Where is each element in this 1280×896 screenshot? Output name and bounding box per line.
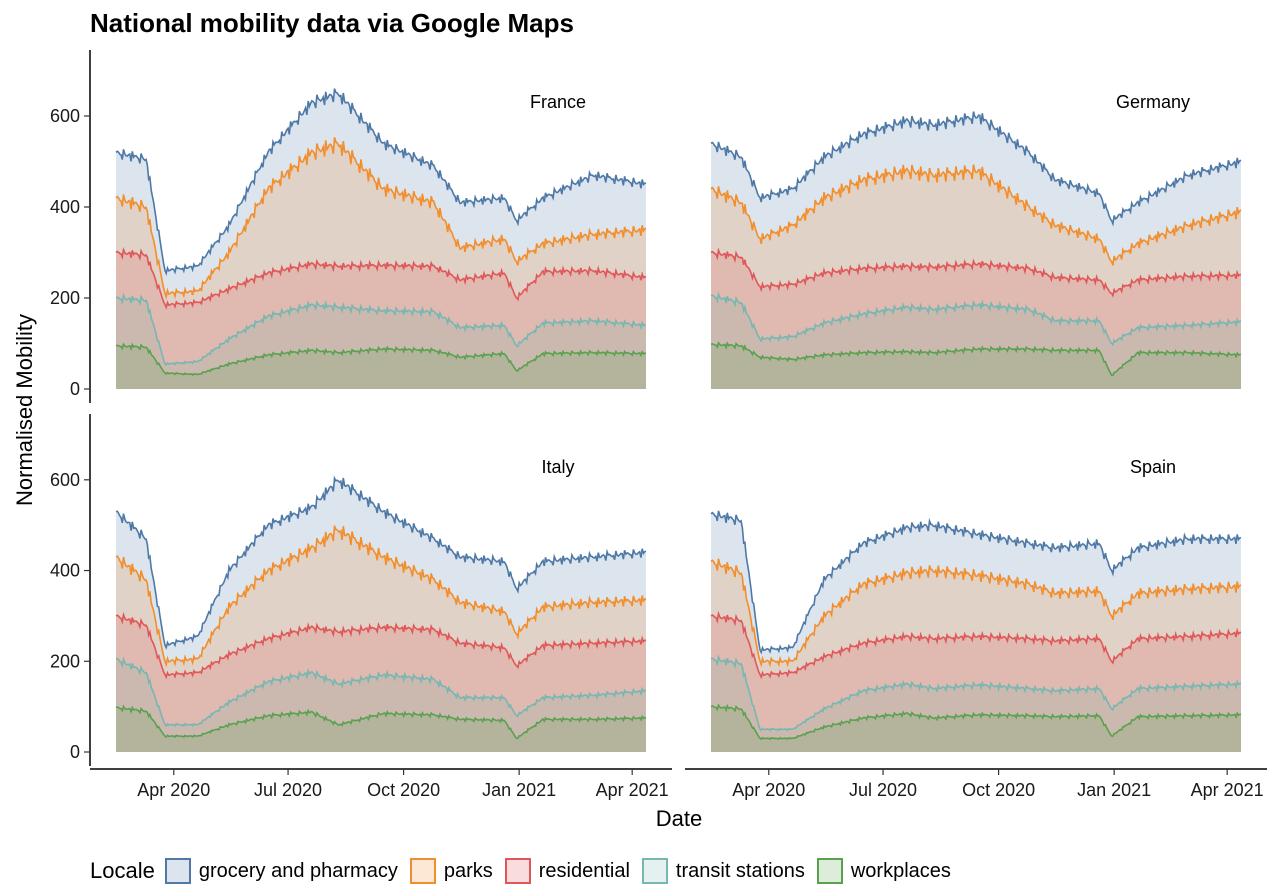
y-tick-label: 200: [50, 651, 80, 671]
x-tick-label: Apr 2021: [596, 780, 669, 800]
area-grocery-and-pharmacy-france: [116, 88, 646, 389]
area-grocery-and-pharmacy-spain: [711, 510, 1241, 752]
line-transit-stations-germany: [710, 291, 1242, 347]
legend-item-workplaces: workplaces: [816, 858, 951, 884]
x-tick-label: Jan 2021: [482, 780, 556, 800]
legend-item-grocery: grocery and pharmacy: [164, 858, 398, 884]
y-tick-label: 0: [70, 742, 80, 762]
panel-spain: Spain: [710, 457, 1242, 752]
legend-item-parks: parks: [409, 858, 493, 884]
line-grocery-and-pharmacy-italy: [115, 475, 647, 650]
area-parks-germany: [711, 164, 1241, 389]
legend: Locale grocery and pharmacy parks reside…: [90, 852, 963, 890]
line-parks-spain: [710, 558, 1242, 668]
y-tick-label: 200: [50, 288, 80, 308]
legend-label-residential: residential: [538, 859, 630, 882]
line-residential-france: [115, 246, 646, 310]
line-residential-germany: [710, 247, 1242, 298]
line-residential-italy: [115, 611, 647, 680]
line-workplaces-italy: [115, 704, 647, 740]
area-transit-stations-germany: [711, 294, 1241, 389]
area-transit-stations-spain: [711, 656, 1241, 752]
legend-label-workplaces: workplaces: [850, 859, 951, 882]
x-tick-label: Apr 2021: [1191, 780, 1264, 800]
area-workplaces-france: [116, 344, 646, 389]
panel-italy: Italy: [115, 457, 647, 752]
line-parks-germany: [710, 164, 1242, 266]
panel-label-italy: Italy: [541, 457, 574, 477]
line-parks-france: [115, 137, 647, 300]
x-tick-label: Oct 2020: [962, 780, 1035, 800]
line-transit-stations-italy: [115, 656, 647, 728]
area-workplaces-italy: [116, 706, 646, 752]
area-residential-italy: [116, 614, 646, 752]
y-tick-label: 600: [50, 470, 80, 490]
legend-item-transit: transit stations: [641, 858, 805, 884]
legend-swatch-grocery: [164, 858, 191, 884]
legend-label-parks: parks: [443, 859, 493, 882]
axes-layer: 0 200 400 600 0 200 400 600 Apr 2020 Jul 2020 Oct …: [50, 50, 1267, 800]
legend-swatch-parks: [409, 858, 436, 884]
area-workplaces-spain: [711, 705, 1241, 752]
y-tick-label: 400: [50, 197, 80, 217]
y-tick-label: 400: [50, 561, 80, 581]
line-parks-italy: [115, 525, 647, 668]
x-axis-title: Date: [656, 806, 702, 831]
line-workplaces-spain: [710, 703, 1242, 741]
chart-title: National mobility data via Google Maps: [90, 8, 574, 38]
panel-france: France: [115, 88, 647, 389]
panel-label-spain: Spain: [1130, 457, 1176, 477]
line-grocery-and-pharmacy-germany: [710, 111, 1242, 227]
y-tick-label: 0: [70, 379, 80, 399]
x-tick-label: Apr 2020: [137, 780, 210, 800]
line-workplaces-germany: [710, 340, 1242, 377]
x-tick-label: Jul 2020: [849, 780, 917, 800]
panels-layer: France Germany Italy Spain: [115, 88, 1242, 752]
legend-swatch-residential: [504, 858, 531, 884]
area-transit-stations-italy: [116, 658, 646, 752]
legend-swatch-transit: [641, 858, 668, 884]
line-grocery-and-pharmacy-france: [115, 88, 647, 277]
x-tick-label: Apr 2020: [732, 780, 805, 800]
y-tick-label: 600: [50, 106, 80, 126]
x-tick-label: Jan 2021: [1077, 780, 1151, 800]
x-tick-label: Jul 2020: [254, 780, 322, 800]
area-residential-spain: [711, 613, 1241, 752]
line-transit-stations-france: [115, 292, 647, 367]
x-tick-label: Oct 2020: [367, 780, 440, 800]
panel-label-germany: Germany: [1116, 92, 1190, 112]
legend-label-grocery: grocery and pharmacy: [198, 859, 398, 882]
panel-label-france: France: [530, 92, 586, 112]
legend-item-residential: residential: [504, 858, 630, 884]
line-workplaces-france: [115, 342, 647, 377]
area-parks-italy: [116, 525, 646, 752]
line-grocery-and-pharmacy-spain: [710, 510, 1242, 655]
legend-swatch-workplaces: [816, 858, 843, 884]
y-axis-title: Normalised Mobility: [12, 314, 37, 506]
legend-label-transit: transit stations: [675, 859, 805, 882]
line-transit-stations-spain: [710, 654, 1242, 732]
line-residential-spain: [710, 610, 1242, 680]
legend-title: Locale: [90, 858, 155, 883]
area-grocery-and-pharmacy-italy: [116, 478, 646, 752]
area-residential-france: [116, 249, 646, 389]
area-parks-france: [116, 137, 646, 389]
panel-germany: Germany: [710, 92, 1242, 389]
